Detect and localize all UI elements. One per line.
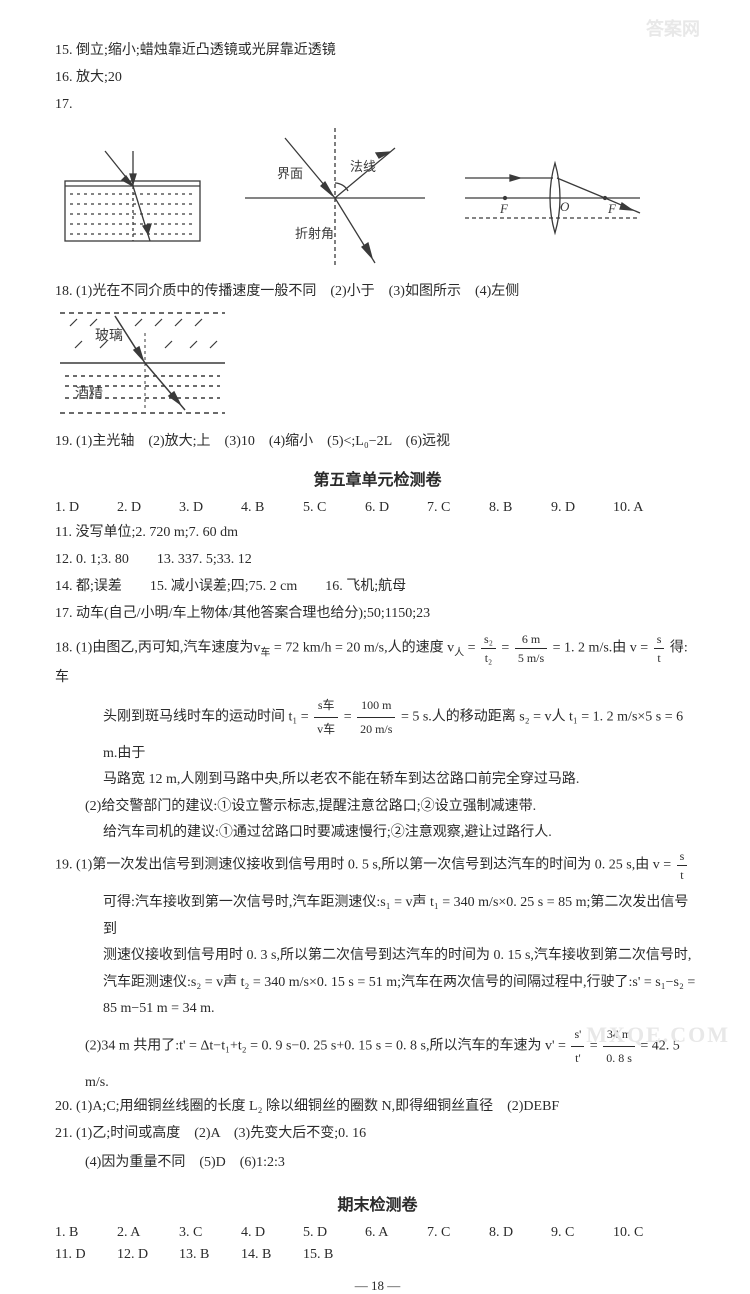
mc-item: 3. D xyxy=(179,500,241,516)
glass-alcohol-diagram: 玻璃 酒精 xyxy=(55,308,230,423)
section2-title: 期末检测卷 xyxy=(55,1191,700,1215)
diagram-row-2: 玻璃 酒精 xyxy=(55,308,700,423)
q19b-line2: 可得:汽车接收到第一次信号时,汽车距测速仪:s₁ = v声 t₁ = 340 m… xyxy=(55,890,700,943)
mc-item: 15. B xyxy=(303,1247,365,1263)
q19b-line4: 汽车距测速仪:s₂ = v声 t₂ = 340 m/s×0. 15 s = 51… xyxy=(55,970,700,997)
watermark-top: 答案网 xyxy=(646,15,700,41)
mc-item: 4. B xyxy=(241,500,303,516)
svg-text:酒精: 酒精 xyxy=(75,386,103,402)
q19b-line5: 85 m−51 m = 34 m. xyxy=(55,996,700,1023)
svg-text:F: F xyxy=(499,201,509,216)
mc-item: 1. D xyxy=(55,500,117,516)
mc-item: 6. A xyxy=(365,1225,427,1241)
mc-item: 10. A xyxy=(613,500,675,516)
q17-label: 17. xyxy=(55,94,700,115)
mc-item: 7. C xyxy=(427,500,489,516)
mc-item: 14. B xyxy=(241,1247,303,1263)
mc-item: 8. D xyxy=(489,1225,551,1241)
svg-text:折射角: 折射角 xyxy=(295,226,334,241)
q17b: 17. 动车(自己/小明/车上物体/其他答案合理也给分);50;1150;23 xyxy=(55,603,700,624)
mc-item: 9. D xyxy=(551,500,613,516)
q18-line: 18. (1)光在不同介质中的传播速度一般不同 (2)小于 (3)如图所示 (4… xyxy=(55,281,700,302)
mc-item: 6. D xyxy=(365,500,427,516)
mc-item: 5. D xyxy=(303,1225,365,1241)
mc-item: 5. C xyxy=(303,500,365,516)
refraction-container-diagram xyxy=(55,146,210,251)
mc-item: 2. D xyxy=(117,500,179,516)
section1-mc-row: 1. D 2. D 3. D 4. B 5. C 6. D 7. C 8. B … xyxy=(55,500,700,516)
svg-text:玻璃: 玻璃 xyxy=(95,327,123,344)
mc-item: 1. B xyxy=(55,1225,117,1241)
refraction-angle-diagram: 界面 法线 折射角 xyxy=(235,123,435,273)
convex-lens-diagram: F O F xyxy=(460,153,645,243)
mc-item: 13. B xyxy=(179,1247,241,1263)
section1-title: 第五章单元检测卷 xyxy=(55,466,700,490)
section2-mc-row2: 11. D 12. D 13. B 14. B 15. B xyxy=(55,1247,700,1263)
q18b-line2: 头刚到斑马线时车的运动时间 t₁ = s车v车 = 100 m20 m/s = … xyxy=(55,694,700,767)
q20: 20. (1)A;C;用细铜丝线圈的长度 L₂ 除以细铜丝的圈数 N,即得细铜丝… xyxy=(55,1096,700,1117)
page-number: — 18 — xyxy=(55,1278,700,1294)
mc-item: 11. D xyxy=(55,1247,117,1263)
q16: 16. 放大;20 xyxy=(55,67,700,88)
q15: 15. 倒立;缩小;蜡烛靠近凸透镜或光屏靠近透镜 xyxy=(55,40,700,61)
mc-item: 2. A xyxy=(117,1225,179,1241)
watermark-bottom: MXQE.COM xyxy=(586,1022,730,1048)
q18b-line5: 给汽车司机的建议:①通过岔路口时要减速慢行;②注意观察,避让过路行人. xyxy=(55,820,700,847)
mc-item: 7. C xyxy=(427,1225,489,1241)
svg-text:F: F xyxy=(607,201,617,216)
q14-16: 14. 都;误差 15. 减小误差;四;75. 2 cm 16. 飞机;航母 xyxy=(55,576,700,597)
mc-item: 3. C xyxy=(179,1225,241,1241)
q19: 19. (1)主光轴 (2)放大;上 (3)10 (4)缩小 (5)<;L₀−2… xyxy=(55,431,700,452)
q18b-line1: 18. (1)由图乙,丙可知,汽车速度为v车 = 72 km/h = 20 m/… xyxy=(55,630,700,688)
q18b-line3: 马路宽 12 m,人刚到马路中央,所以老农不能在轿车到达岔路口前完全穿过马路. xyxy=(55,767,700,794)
q19b-line3: 测速仪接收到信号用时 0. 3 s,所以第二次信号到达汽车的时间为 0. 15 … xyxy=(55,943,700,970)
diagram-row-1: 界面 法线 折射角 F O F xyxy=(55,123,700,273)
svg-text:法线: 法线 xyxy=(350,159,376,174)
section2-mc-row1: 1. B 2. A 3. C 4. D 5. D 6. A 7. C 8. D … xyxy=(55,1225,700,1241)
q19b-line1: 19. (1)第一次发出信号到测速仪接收到信号用时 0. 5 s,所以第一次信号… xyxy=(55,847,700,884)
mc-item: 9. C xyxy=(551,1225,613,1241)
q11: 11. 没写单位;2. 720 m;7. 60 dm xyxy=(55,522,700,543)
mc-item: 4. D xyxy=(241,1225,303,1241)
mc-item: 12. D xyxy=(117,1247,179,1263)
q12-13: 12. 0. 1;3. 80 13. 337. 5;33. 12 xyxy=(55,549,700,570)
mc-item: 8. B xyxy=(489,500,551,516)
mc-item: 10. C xyxy=(613,1225,675,1241)
svg-text:界面: 界面 xyxy=(277,166,303,181)
q21a: 21. (1)乙;时间或高度 (2)A (3)先变大后不变;0. 16 xyxy=(55,1123,700,1144)
q21b: (4)因为重量不同 (5)D (6)1:2:3 xyxy=(55,1150,700,1177)
svg-text:O: O xyxy=(560,199,570,214)
q18b-line4: (2)给交警部门的建议:①设立警示标志,提醒注意岔路口;②设立强制减速带. xyxy=(55,794,700,821)
